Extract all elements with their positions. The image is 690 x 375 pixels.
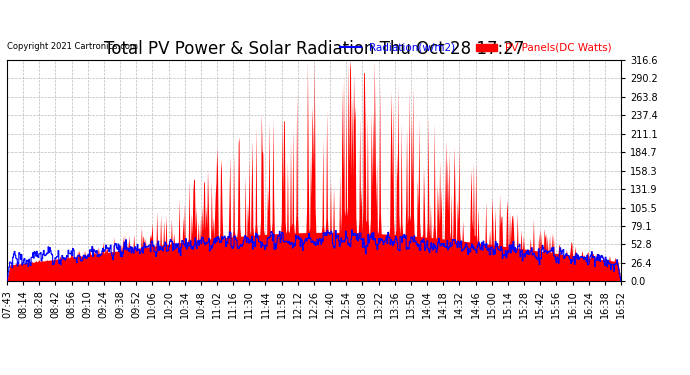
Legend: Radiation(w/m2), PV Panels(DC Watts): Radiation(w/m2), PV Panels(DC Watts) [335,39,615,57]
Title: Total PV Power & Solar Radiation Thu Oct 28 17:27: Total PV Power & Solar Radiation Thu Oct… [104,40,524,58]
Text: Copyright 2021 Cartronics.com: Copyright 2021 Cartronics.com [7,42,138,51]
